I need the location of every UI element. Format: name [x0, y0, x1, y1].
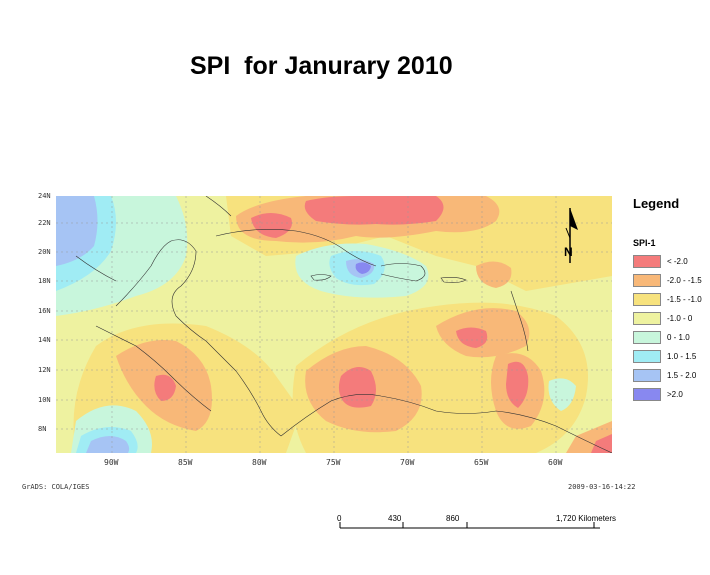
legend-label: 1.0 - 1.5	[667, 351, 697, 361]
legend-title: Legend	[633, 196, 680, 211]
legend-item: < -2.0	[633, 254, 688, 268]
scale-bar	[330, 512, 610, 537]
lon-label: 65W	[474, 458, 489, 467]
legend-swatch	[633, 254, 661, 268]
legend-label: < -2.0	[667, 256, 688, 266]
legend-item: 1.5 - 2.0	[633, 368, 696, 382]
lon-label: 85W	[178, 458, 193, 467]
scale-label: 430	[388, 514, 402, 523]
lat-label: 24N	[38, 192, 51, 200]
lon-label: 60W	[548, 458, 563, 467]
lon-label: 90W	[104, 458, 119, 467]
lat-label: 16N	[38, 307, 51, 315]
north-label: N	[564, 245, 573, 259]
lat-label: 22N	[38, 219, 51, 227]
lat-label: 14N	[38, 336, 51, 344]
legend-swatch	[633, 311, 661, 325]
legend-label: -2.0 - -1.5	[667, 275, 702, 285]
lat-label: 10N	[38, 396, 51, 404]
lat-label: 18N	[38, 277, 51, 285]
scale-label: 0	[337, 514, 342, 523]
lon-label: 75W	[326, 458, 341, 467]
lat-label: 8N	[38, 425, 47, 433]
lon-label: 80W	[252, 458, 267, 467]
legend-item: -2.0 - -1.5	[633, 273, 702, 287]
lon-label: 70W	[400, 458, 415, 467]
legend-label: >2.0	[667, 389, 683, 399]
legend-swatch	[633, 368, 661, 382]
legend-label: -1.0 - 0	[667, 313, 693, 323]
legend-item: -1.5 - -1.0	[633, 292, 702, 306]
legend-subtitle: SPI-1	[633, 238, 656, 248]
legend-swatch	[633, 349, 661, 363]
credit-left: GrADS: COLA/IGES	[22, 483, 90, 491]
legend-label: 0 - 1.0	[667, 332, 690, 342]
legend-swatch	[633, 292, 661, 306]
map-title: SPI for Janurary 2010	[190, 52, 453, 80]
legend-item: -1.0 - 0	[633, 311, 692, 325]
legend-swatch	[633, 273, 661, 287]
lat-label: 20N	[38, 248, 51, 256]
scale-label: 860	[446, 514, 460, 523]
legend-label: -1.5 - -1.0	[667, 294, 702, 304]
legend-item: >2.0	[633, 387, 683, 401]
credit-right: 2009-03-16-14:22	[568, 483, 636, 491]
legend-swatch	[633, 330, 661, 344]
north-arrow-icon: N	[560, 208, 584, 273]
spi-map	[56, 196, 612, 453]
legend-label: 1.5 - 2.0	[667, 370, 697, 380]
legend-item: 1.0 - 1.5	[633, 349, 696, 363]
legend-item: 0 - 1.0	[633, 330, 690, 344]
lat-label: 12N	[38, 366, 51, 374]
scale-label: 1,720 Kilometers	[556, 514, 617, 523]
legend-swatch	[633, 387, 661, 401]
